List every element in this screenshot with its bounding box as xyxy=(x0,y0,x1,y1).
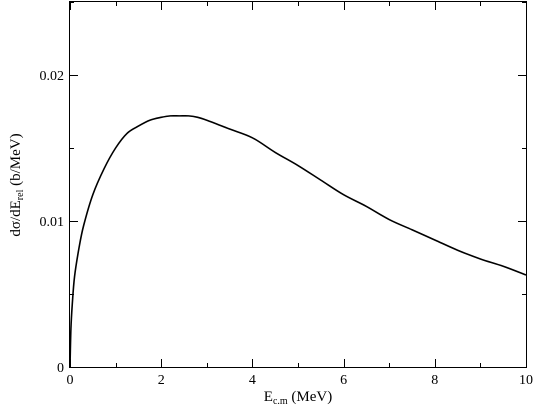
x-axis-label: Ec.m (MeV) xyxy=(264,389,332,407)
tick-labels: 0 2 4 6 8 10 0 0.01 0.02 xyxy=(40,69,534,388)
y-axis-label-main: dσ/dE xyxy=(8,200,24,236)
tick-marks xyxy=(70,2,527,368)
x-tick-label: 4 xyxy=(249,373,256,388)
x-tick-label: 10 xyxy=(519,373,533,388)
x-tick-label: 8 xyxy=(431,373,438,388)
plot-frame xyxy=(69,1,527,368)
y-tick-label: 0.02 xyxy=(40,69,65,84)
y-tick-label: 0.01 xyxy=(40,215,65,230)
y-axis-label-sub: rel xyxy=(15,189,26,200)
series-line xyxy=(69,114,527,368)
x-tick-label: 0 xyxy=(67,373,74,388)
x-axis-label-sub: c.m xyxy=(273,396,288,407)
y-axis-label-rest: (b/MeV) xyxy=(8,133,24,189)
x-axis-label-main: E xyxy=(264,389,273,405)
x-tick-label: 6 xyxy=(340,373,347,388)
y-axis-label: dσ/dErel (b/MeV) xyxy=(8,133,26,236)
x-axis-label-rest: (MeV) xyxy=(288,389,333,405)
x-tick-label: 2 xyxy=(158,373,165,388)
y-tick-label: 0 xyxy=(57,361,64,376)
